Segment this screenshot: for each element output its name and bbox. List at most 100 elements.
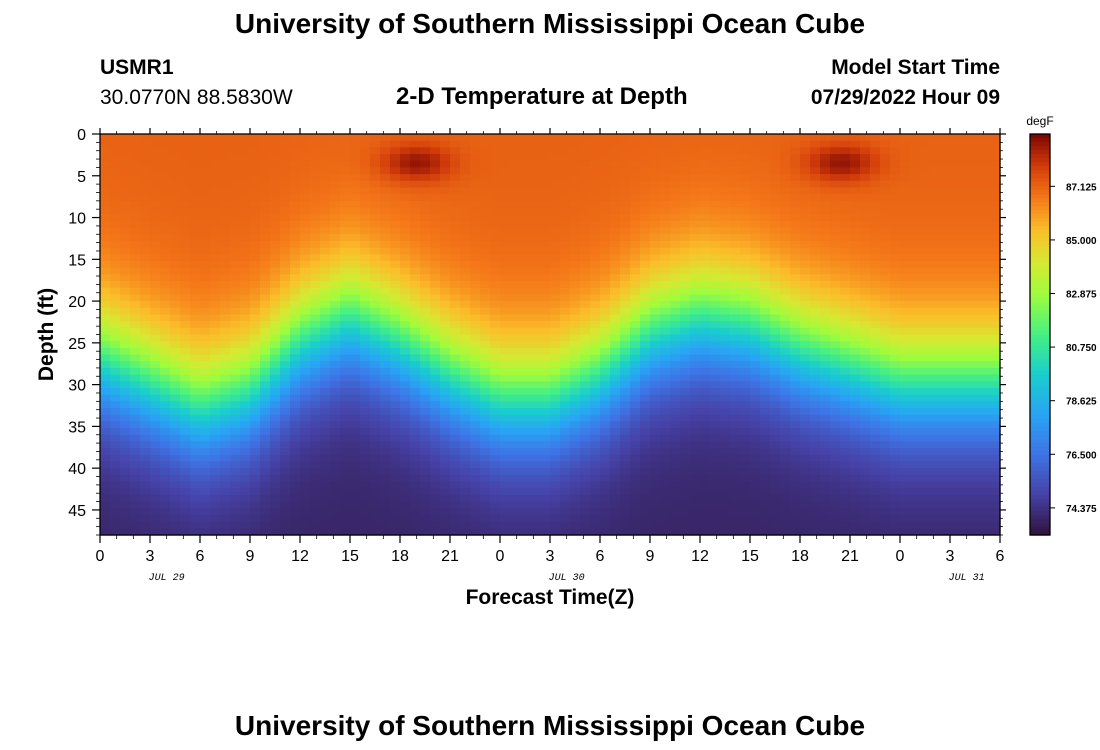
heatmap-cell (350, 374, 361, 382)
heatmap-cell (490, 468, 501, 476)
heatmap-cell (290, 274, 301, 282)
heatmap-cell (750, 387, 761, 396)
heatmap-cell (820, 468, 831, 476)
heatmap-cell (410, 501, 421, 509)
heatmap-cell (220, 260, 231, 269)
heatmap-cell (290, 441, 301, 449)
heatmap-cell (550, 167, 561, 175)
heatmap-cell (560, 528, 571, 536)
heatmap-cell (580, 494, 591, 503)
heatmap-cell (190, 374, 201, 382)
heatmap-cell (680, 187, 691, 195)
heatmap-cell (610, 301, 621, 309)
heatmap-cell (920, 381, 931, 389)
heatmap-cell (460, 281, 471, 289)
heatmap-cell (180, 494, 191, 503)
heatmap-cell (500, 167, 511, 175)
heatmap-cell (690, 147, 701, 155)
heatmap-cell (500, 214, 511, 222)
heatmap-cell (780, 281, 791, 289)
heatmap-cell (260, 260, 271, 269)
heatmap-cell (700, 214, 711, 222)
heatmap-cell (420, 187, 431, 195)
heatmap-cell (610, 387, 621, 396)
heatmap-cell (490, 341, 501, 349)
heatmap-cell (680, 267, 691, 275)
heatmap-cell (470, 240, 481, 249)
heatmap-cell (700, 307, 711, 316)
heatmap-cell (280, 274, 291, 282)
heatmap-cell (270, 187, 281, 195)
heatmap-cell (140, 454, 151, 463)
heatmap-cell (640, 234, 651, 242)
heatmap-cell (660, 387, 671, 396)
heatmap-cell (870, 314, 881, 322)
heatmap-cell (110, 267, 121, 275)
heatmap-cell (540, 254, 551, 262)
heatmap-cell (790, 274, 801, 282)
heatmap-cell (740, 374, 751, 382)
heatmap-cell (120, 254, 131, 262)
heatmap-cell (440, 180, 451, 189)
heatmap-cell (650, 381, 661, 389)
heatmap-cell (910, 160, 921, 169)
heatmap-cell (800, 327, 811, 336)
heatmap-cell (150, 287, 161, 295)
heatmap-cell (530, 260, 541, 269)
heatmap-cell (750, 301, 761, 309)
heatmap-cell (290, 474, 301, 483)
heatmap-cell (550, 361, 561, 369)
heatmap-cell (110, 314, 121, 322)
heatmap-cell (830, 394, 841, 402)
heatmap-cell (660, 287, 671, 295)
heatmap-cell (850, 281, 861, 289)
heatmap-cell (840, 267, 851, 275)
heatmap-cell (490, 361, 501, 369)
heatmap-cell (580, 327, 591, 336)
heatmap-cell (360, 314, 371, 322)
heatmap-cell (710, 354, 721, 362)
heatmap-cell (920, 227, 931, 235)
heatmap-cell (550, 374, 561, 382)
heatmap-cell (570, 254, 581, 262)
heatmap-cell (150, 474, 161, 483)
heatmap-cell (830, 214, 841, 222)
heatmap-cell (380, 307, 391, 316)
heatmap-cell (820, 347, 831, 356)
heatmap-cell (140, 314, 151, 322)
heatmap-cell (480, 220, 491, 229)
heatmap-cell (290, 347, 301, 356)
heatmap-cell (900, 274, 911, 282)
heatmap-cell (530, 441, 541, 449)
heatmap-cell (100, 200, 111, 209)
heatmap-cell (270, 134, 281, 142)
heatmap-cell (330, 240, 341, 249)
heatmap-cell (150, 514, 161, 523)
heatmap-cell (180, 274, 191, 282)
heatmap-cell (170, 247, 181, 255)
heatmap-cell (830, 514, 841, 523)
heatmap-cell (360, 167, 371, 175)
heatmap-cell (490, 147, 501, 155)
heatmap-cell (890, 180, 901, 189)
heatmap-cell (240, 481, 251, 489)
heatmap-cell (820, 174, 831, 182)
heatmap-cell (720, 321, 731, 329)
heatmap-cell (160, 207, 171, 215)
heatmap-cell (500, 434, 511, 443)
heatmap-cell (610, 481, 621, 489)
heatmap-cell (760, 260, 771, 269)
heatmap-cell (450, 307, 461, 316)
heatmap-cell (840, 207, 851, 215)
heatmap-cell (530, 474, 541, 483)
heatmap-cell (650, 454, 661, 463)
heatmap-cell (400, 200, 411, 209)
heatmap-cell (140, 240, 151, 249)
heatmap-cell (820, 147, 831, 155)
heatmap-cell (900, 207, 911, 215)
heatmap-cell (120, 281, 131, 289)
heatmap-cell (420, 514, 431, 523)
heatmap-cell (520, 474, 531, 483)
heatmap-cell (650, 160, 661, 169)
heatmap-cell (620, 508, 631, 516)
